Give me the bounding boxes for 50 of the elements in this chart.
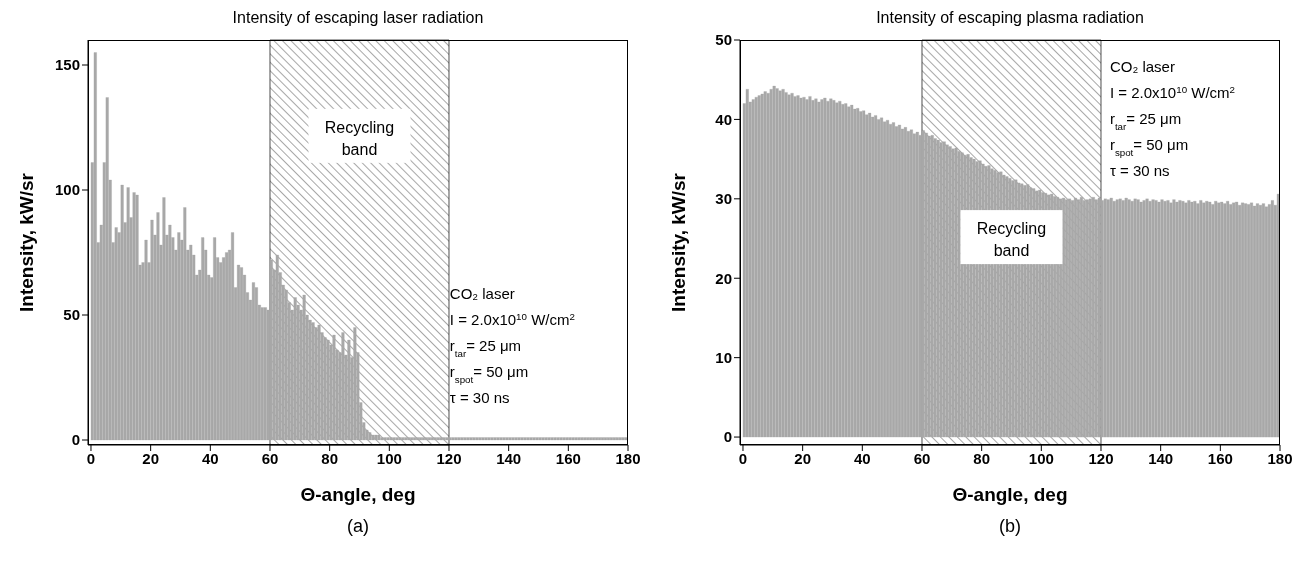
- annotation: τ = 30 ns: [1109, 162, 1170, 180]
- x-tick-label: 120: [436, 449, 462, 467]
- x-tick-label: 100: [376, 449, 402, 467]
- chart-title: Intensity of escaping plasma radiation: [875, 8, 1145, 28]
- annotation: CO₂ laser: [1109, 58, 1175, 76]
- band-label: Recycling band: [976, 220, 1047, 260]
- x-axis-title: Θ-angle, deg: [952, 484, 1068, 505]
- annotation: I = 2.0x10$^{10}$ W/cm$^{2}$: [1109, 83, 1236, 102]
- x-tick-label: 40: [201, 449, 219, 467]
- x-tick-label: 20: [794, 449, 811, 467]
- annotation: r$_{spot}$= 50 μm: [449, 363, 529, 385]
- annotation: r$_{tar}$= 25 μm: [1109, 110, 1182, 132]
- x-tick-label: 160: [555, 449, 581, 467]
- y-tick-label: 40: [715, 110, 732, 128]
- text: (b): [998, 516, 1022, 537]
- band-label: Recycling band: [324, 118, 395, 158]
- annotation: I = 2.0x10$^{10}$ W/cm$^{2}$: [449, 310, 575, 328]
- x-tick-label: 60: [261, 449, 279, 467]
- x-tick-label: 100: [1028, 449, 1054, 467]
- y-tick-label: 50: [715, 31, 732, 49]
- y-tick-label: 0: [71, 431, 80, 449]
- y-tick-label: 50: [63, 306, 80, 324]
- x-tick-label: 40: [853, 449, 871, 467]
- y-axis-title: Intensity, kW/sr: [15, 172, 37, 313]
- x-axis-title: Θ-angle, deg: [300, 484, 416, 505]
- chart-title: Intensity of escaping laser radiation: [231, 8, 485, 28]
- x-tick-label: 80: [321, 449, 338, 467]
- y-tick-label: 0: [723, 428, 732, 446]
- y-tick-label: 20: [715, 269, 732, 287]
- x-tick-label: 180: [615, 449, 641, 467]
- y-axis-title: Intensity, kW/sr: [667, 172, 689, 313]
- x-tick-label: 160: [1207, 449, 1233, 467]
- x-tick-label: 20: [142, 449, 159, 467]
- y-tick-label: 30: [715, 190, 732, 208]
- annotation: r$_{tar}$= 25 μm: [449, 337, 522, 359]
- text: (a): [346, 516, 370, 537]
- x-tick-label: 0: [86, 449, 96, 467]
- x-tick-label: 0: [738, 449, 748, 467]
- x-tick-label: 140: [1148, 449, 1174, 467]
- x-tick-label: 120: [1088, 449, 1114, 467]
- annotation: CO₂ laser: [449, 285, 515, 302]
- y-tick-label: 150: [54, 56, 80, 74]
- x-tick-label: 140: [496, 449, 522, 467]
- annotation: r$_{spot}$= 50 μm: [1109, 136, 1189, 158]
- x-tick-label: 180: [1267, 449, 1293, 467]
- annotation: τ = 30 ns: [449, 389, 510, 406]
- x-tick-label: 80: [973, 449, 990, 467]
- y-tick-label: 10: [715, 348, 732, 366]
- y-tick-label: 100: [54, 181, 80, 199]
- x-tick-label: 60: [913, 449, 931, 467]
